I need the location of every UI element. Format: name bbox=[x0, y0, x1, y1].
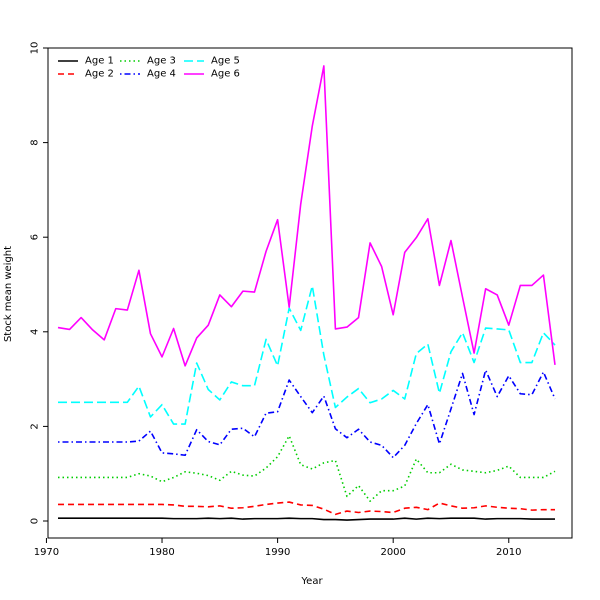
legend-label-age-6: Age 6 bbox=[211, 69, 240, 80]
x-tick-label: 1990 bbox=[265, 547, 290, 558]
y-tick-label: 6 bbox=[30, 234, 41, 240]
y-tick-label: 4 bbox=[30, 329, 41, 335]
y-axis: 0 2 4 6 8 10 bbox=[30, 42, 48, 524]
legend-label-age-1: Age 1 bbox=[85, 56, 114, 67]
x-tick-label: 2000 bbox=[380, 547, 405, 558]
series-line-age-5 bbox=[58, 285, 556, 425]
legend-label-age-2: Age 2 bbox=[85, 69, 114, 80]
plot-frame bbox=[47, 47, 573, 539]
legend-label-age-5: Age 5 bbox=[211, 56, 240, 67]
series-line-age-6 bbox=[57, 65, 556, 367]
legend-label-age-3: Age 3 bbox=[147, 56, 176, 67]
series-layer bbox=[57, 65, 556, 521]
x-tick-label: 1980 bbox=[149, 547, 174, 558]
x-axis-title: Year bbox=[300, 576, 323, 587]
x-tick-label: 1970 bbox=[34, 547, 59, 558]
y-tick-label: 0 bbox=[30, 518, 41, 524]
x-tick-label: 2010 bbox=[496, 547, 521, 558]
y-axis-title: Stock mean weight bbox=[3, 246, 14, 342]
x-axis: 1970 1980 1990 2000 2010 bbox=[34, 538, 521, 558]
y-tick-label: 2 bbox=[30, 423, 41, 429]
series-line-age-1 bbox=[58, 517, 555, 521]
series-line-age-2 bbox=[58, 501, 555, 516]
series-line-age-4 bbox=[58, 369, 556, 459]
legend-label-age-4: Age 4 bbox=[147, 69, 176, 80]
y-tick-label: 10 bbox=[30, 42, 41, 55]
y-tick-label: 8 bbox=[30, 139, 41, 145]
legend: Age 1 Age 2 Age 3 Age 4 Age 5 Age 6 bbox=[58, 56, 240, 80]
series-line-age-3 bbox=[58, 435, 556, 502]
